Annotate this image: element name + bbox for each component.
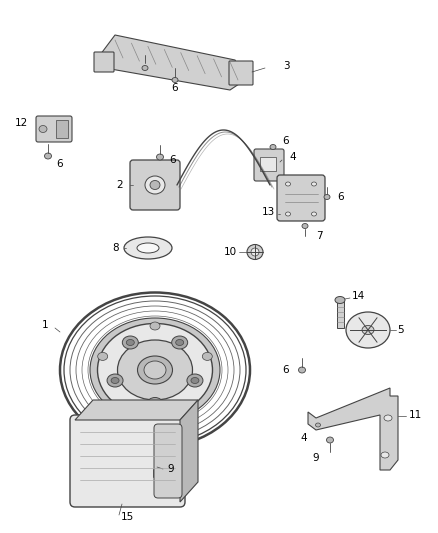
Ellipse shape — [286, 182, 290, 186]
Ellipse shape — [172, 77, 178, 83]
Ellipse shape — [151, 401, 159, 407]
Text: 9: 9 — [168, 464, 174, 474]
Ellipse shape — [45, 153, 52, 159]
Text: 5: 5 — [397, 325, 403, 335]
Ellipse shape — [302, 223, 308, 229]
Polygon shape — [75, 400, 198, 420]
Ellipse shape — [172, 336, 188, 349]
Ellipse shape — [315, 423, 321, 427]
Text: 8: 8 — [113, 243, 119, 253]
Text: 6: 6 — [172, 83, 178, 93]
Text: 12: 12 — [15, 118, 28, 128]
Ellipse shape — [326, 437, 333, 443]
Ellipse shape — [90, 318, 220, 422]
Text: 6: 6 — [170, 155, 177, 165]
Text: 1: 1 — [42, 320, 48, 330]
FancyBboxPatch shape — [94, 52, 114, 72]
FancyBboxPatch shape — [130, 160, 180, 210]
Ellipse shape — [286, 212, 290, 216]
Text: 4: 4 — [290, 152, 297, 162]
Ellipse shape — [98, 352, 108, 360]
Ellipse shape — [299, 367, 305, 373]
Ellipse shape — [118, 401, 127, 409]
FancyBboxPatch shape — [70, 415, 185, 507]
Ellipse shape — [137, 243, 159, 253]
Ellipse shape — [111, 377, 119, 384]
Ellipse shape — [117, 340, 192, 400]
Bar — [260, 157, 276, 171]
Text: 3: 3 — [283, 61, 290, 71]
FancyBboxPatch shape — [277, 175, 325, 221]
Ellipse shape — [144, 361, 166, 379]
Text: 14: 14 — [351, 291, 364, 301]
Ellipse shape — [147, 398, 163, 410]
FancyBboxPatch shape — [229, 61, 253, 85]
Text: 15: 15 — [120, 512, 134, 522]
Ellipse shape — [202, 352, 212, 360]
Ellipse shape — [150, 181, 160, 190]
Ellipse shape — [142, 66, 148, 70]
Ellipse shape — [150, 453, 156, 457]
Ellipse shape — [384, 415, 392, 421]
Ellipse shape — [311, 212, 317, 216]
Text: 9: 9 — [313, 453, 319, 463]
Ellipse shape — [150, 322, 160, 330]
Ellipse shape — [122, 336, 138, 349]
Text: 13: 13 — [261, 207, 275, 217]
Ellipse shape — [126, 340, 134, 345]
Text: 10: 10 — [223, 247, 237, 257]
Text: 2: 2 — [117, 180, 124, 190]
Ellipse shape — [138, 356, 173, 384]
Ellipse shape — [149, 457, 157, 469]
Text: 6: 6 — [57, 159, 64, 169]
Text: 4: 4 — [301, 433, 307, 443]
Ellipse shape — [335, 296, 345, 303]
Ellipse shape — [107, 374, 123, 387]
Ellipse shape — [362, 326, 374, 335]
Ellipse shape — [98, 324, 212, 416]
Polygon shape — [180, 400, 198, 502]
Ellipse shape — [145, 176, 165, 194]
Polygon shape — [308, 388, 398, 470]
Text: 7: 7 — [316, 231, 322, 241]
Ellipse shape — [39, 125, 47, 133]
Ellipse shape — [324, 195, 330, 199]
Bar — [56, 120, 68, 138]
Bar — [337, 300, 344, 328]
FancyBboxPatch shape — [36, 116, 72, 142]
Ellipse shape — [270, 144, 276, 149]
Text: 11: 11 — [408, 410, 422, 420]
Ellipse shape — [191, 377, 199, 384]
Ellipse shape — [124, 237, 172, 259]
FancyBboxPatch shape — [254, 149, 284, 181]
Text: 6: 6 — [283, 136, 290, 146]
Ellipse shape — [381, 452, 389, 458]
Ellipse shape — [187, 374, 203, 387]
Ellipse shape — [156, 154, 163, 160]
Ellipse shape — [247, 245, 263, 260]
Ellipse shape — [251, 248, 259, 256]
Ellipse shape — [311, 182, 317, 186]
Ellipse shape — [176, 340, 184, 345]
FancyBboxPatch shape — [154, 424, 182, 498]
Ellipse shape — [346, 312, 390, 348]
Ellipse shape — [182, 401, 192, 409]
Text: 6: 6 — [338, 192, 344, 202]
Text: 6: 6 — [283, 365, 290, 375]
Polygon shape — [100, 35, 245, 90]
